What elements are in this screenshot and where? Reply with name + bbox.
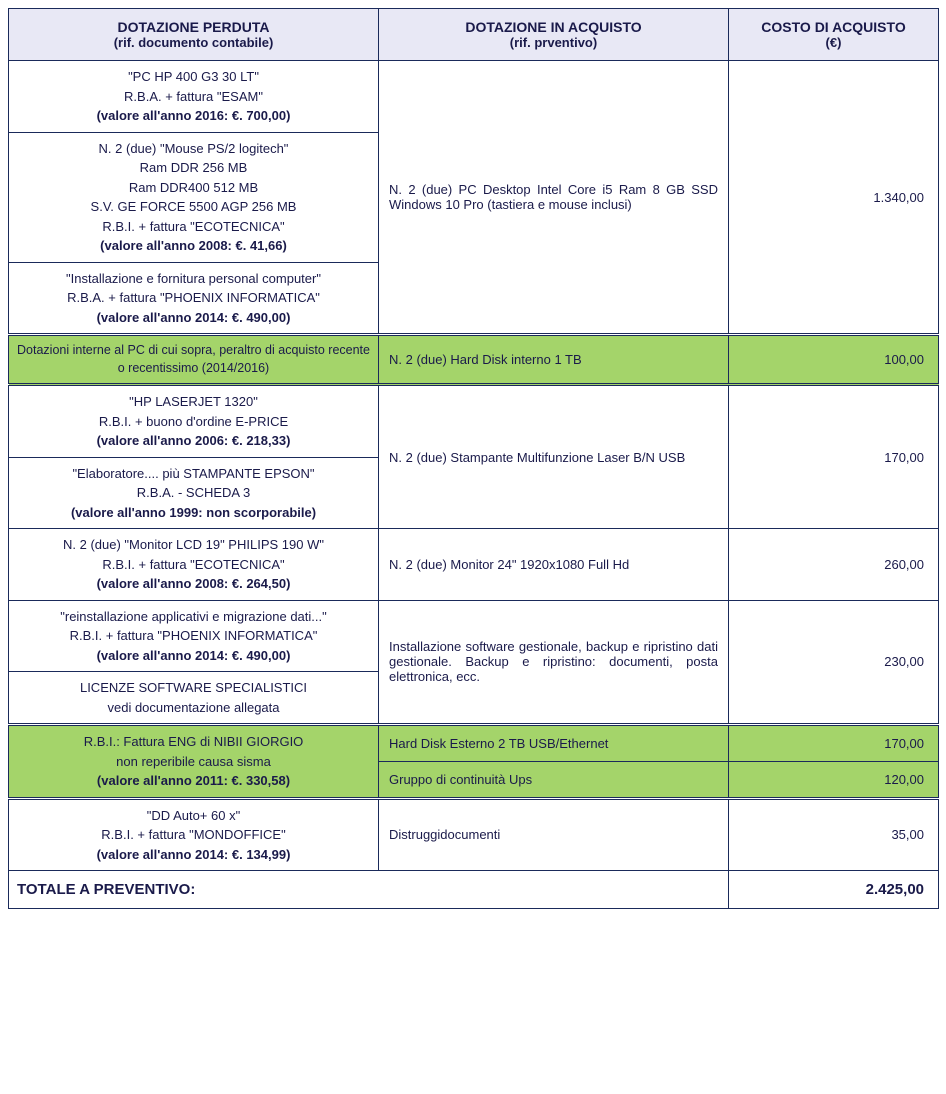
header-col1: DOTAZIONE PERDUTA (rif. documento contab… xyxy=(9,9,379,61)
cost-cell-hl: 170,00 xyxy=(729,725,939,762)
lost-item-cell: "PC HP 400 G3 30 LT" R.B.A. + fattura "E… xyxy=(9,61,379,133)
cost-cell: 1.340,00 xyxy=(729,61,939,335)
acquisition-cell: Installazione software gestionale, backu… xyxy=(379,600,729,725)
table-row: "reinstallazione applicativi e migrazion… xyxy=(9,600,939,672)
acquisition-cell: N. 2 (due) PC Desktop Intel Core i5 Ram … xyxy=(379,61,729,335)
header-col3-sub: (€) xyxy=(826,35,842,50)
table-row: "DD Auto+ 60 x" R.B.I. + fattura "MONDOF… xyxy=(9,798,939,871)
table-row-highlighted: R.B.I.: Fattura ENG di NIBII GIORGIO non… xyxy=(9,725,939,762)
cost-cell-hl: 120,00 xyxy=(729,761,939,798)
header-col3-title: COSTO DI ACQUISTO xyxy=(761,19,905,35)
lost-item-cell: LICENZE SOFTWARE SPECIALISTICI vedi docu… xyxy=(9,672,379,725)
lost-item-cell: "DD Auto+ 60 x" R.B.I. + fattura "MONDOF… xyxy=(9,798,379,871)
header-col2-sub: (rif. prventivo) xyxy=(510,35,597,50)
cost-cell: 35,00 xyxy=(729,798,939,871)
acquisition-cell-hl: N. 2 (due) Hard Disk interno 1 TB xyxy=(379,335,729,385)
lost-item-cell-hl: R.B.I.: Fattura ENG di NIBII GIORGIO non… xyxy=(9,725,379,799)
acquisition-cell: N. 2 (due) Monitor 24" 1920x1080 Full Hd xyxy=(379,529,729,601)
lost-item-cell: N. 2 (due) "Monitor LCD 19" PHILIPS 190 … xyxy=(9,529,379,601)
header-row: DOTAZIONE PERDUTA (rif. documento contab… xyxy=(9,9,939,61)
lost-item-cell: "HP LASERJET 1320" R.B.I. + buono d'ordi… xyxy=(9,385,379,458)
table-row: "PC HP 400 G3 30 LT" R.B.A. + fattura "E… xyxy=(9,61,939,133)
cost-cell: 230,00 xyxy=(729,600,939,725)
cost-cell: 260,00 xyxy=(729,529,939,601)
lost-item-cell: "Elaboratore.... più STAMPANTE EPSON" R.… xyxy=(9,457,379,529)
acquisition-cell-hl: Hard Disk Esterno 2 TB USB/Ethernet xyxy=(379,725,729,762)
equipment-table: DOTAZIONE PERDUTA (rif. documento contab… xyxy=(8,8,939,909)
header-col2: DOTAZIONE IN ACQUISTO (rif. prventivo) xyxy=(379,9,729,61)
lost-item-cell: "reinstallazione applicativi e migrazion… xyxy=(9,600,379,672)
cost-cell: 170,00 xyxy=(729,385,939,529)
header-col2-title: DOTAZIONE IN ACQUISTO xyxy=(465,19,641,35)
acquisition-cell: Distruggidocumenti xyxy=(379,798,729,871)
table-row-highlighted: Dotazioni interne al PC di cui sopra, pe… xyxy=(9,335,939,385)
table-row: N. 2 (due) "Monitor LCD 19" PHILIPS 190 … xyxy=(9,529,939,601)
header-col1-title: DOTAZIONE PERDUTA xyxy=(118,19,270,35)
table-row: "HP LASERJET 1320" R.B.I. + buono d'ordi… xyxy=(9,385,939,458)
lost-item-cell: "Installazione e fornitura personal comp… xyxy=(9,262,379,335)
header-col1-sub: (rif. documento contabile) xyxy=(114,35,274,50)
cost-cell-hl: 100,00 xyxy=(729,335,939,385)
lost-item-cell-hl: Dotazioni interne al PC di cui sopra, pe… xyxy=(9,335,379,385)
acquisition-cell: N. 2 (due) Stampante Multifunzione Laser… xyxy=(379,385,729,529)
lost-item-cell: N. 2 (due) "Mouse PS/2 logitech" Ram DDR… xyxy=(9,132,379,262)
total-label: TOTALE A PREVENTIVO: xyxy=(9,871,729,909)
total-value: 2.425,00 xyxy=(729,871,939,909)
total-row: TOTALE A PREVENTIVO: 2.425,00 xyxy=(9,871,939,909)
header-col3: COSTO DI ACQUISTO (€) xyxy=(729,9,939,61)
acquisition-cell-hl: Gruppo di continuità Ups xyxy=(379,761,729,798)
